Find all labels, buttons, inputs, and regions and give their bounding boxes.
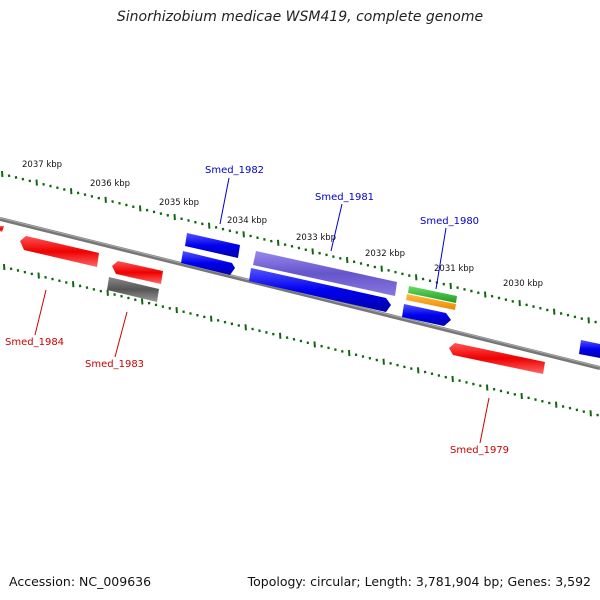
tick-row-upper — [1, 170, 597, 324]
gene-feature[interactable] — [579, 340, 600, 358]
tick-label: 2032 kbp — [365, 249, 405, 259]
forward-genes — [181, 233, 600, 358]
gene-feature[interactable] — [402, 304, 451, 326]
tick-labels: 2037 kbp 2036 kbp 2035 kbp 2034 kbp 2033… — [22, 160, 543, 289]
label-leaders — [34, 177, 490, 444]
gene-labels: Smed_1982 Smed_1981 Smed_1980 Smed_1984 … — [5, 165, 509, 456]
gene-label[interactable]: Smed_1983 — [85, 359, 144, 370]
tick-label: 2031 kbp — [434, 264, 474, 274]
gene-feature[interactable] — [253, 251, 397, 296]
gene-label[interactable]: Smed_1980 — [420, 216, 479, 227]
map-title: Sinorhizobium medicae WSM419, complete g… — [116, 9, 484, 25]
gene-feature[interactable] — [112, 261, 163, 284]
tick-label: 2030 kbp — [503, 279, 543, 289]
tick-label: 2035 kbp — [159, 198, 199, 208]
gene-feature[interactable] — [185, 233, 240, 258]
gene-label[interactable]: Smed_1979 — [450, 445, 509, 456]
gene-feature[interactable] — [249, 268, 391, 312]
gene-feature[interactable] — [449, 343, 545, 374]
gene-feature[interactable] — [107, 277, 159, 302]
tick-label: 2037 kbp — [22, 160, 62, 170]
tick-label: 2033 kbp — [296, 233, 336, 243]
gene-feature[interactable] — [0, 226, 4, 232]
genome-summary: Topology: circular; Length: 3,781,904 bp… — [247, 574, 591, 589]
tick-label: 2036 kbp — [90, 179, 130, 189]
gene-feature[interactable] — [406, 294, 456, 310]
genome-backbone — [0, 217, 600, 370]
gene-feature[interactable] — [408, 286, 457, 303]
gene-feature[interactable] — [20, 236, 99, 267]
reverse-genes — [0, 226, 545, 374]
accession-label: Accession: NC_009636 — [9, 574, 152, 589]
gene-feature[interactable] — [181, 251, 235, 275]
tick-label: 2034 kbp — [227, 216, 267, 226]
gene-label[interactable]: Smed_1982 — [205, 165, 264, 176]
gene-label[interactable]: Smed_1981 — [315, 192, 374, 203]
tick-row-lower — [3, 263, 599, 417]
gene-label[interactable]: Smed_1984 — [5, 337, 64, 348]
